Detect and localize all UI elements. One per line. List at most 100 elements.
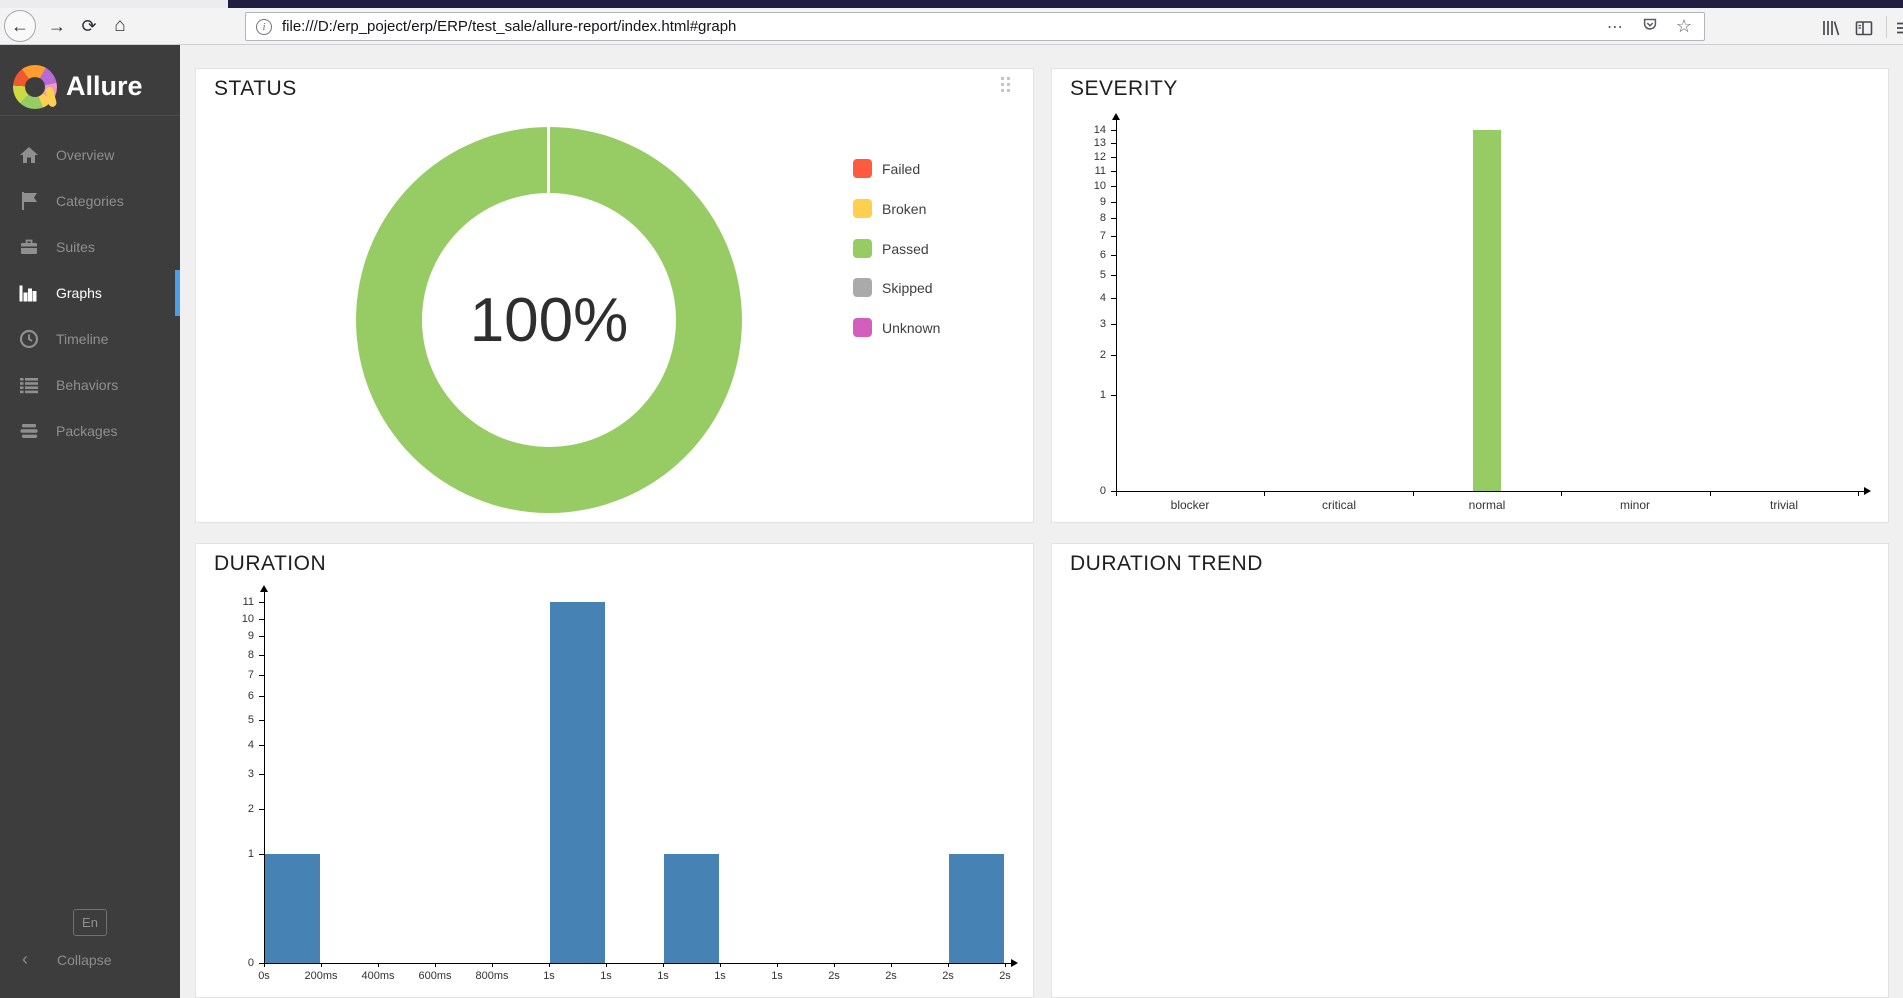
chevron-left-icon: ‹ — [22, 949, 28, 969]
x-tick-label: 800ms — [475, 970, 509, 982]
x-tick-label: 1s — [714, 970, 726, 982]
sidebar-item-graphs[interactable]: Graphs — [0, 270, 180, 316]
y-tickmark — [259, 602, 264, 603]
x-tickmark — [834, 963, 835, 967]
home-icon — [18, 144, 40, 166]
urlbar-actions: ⋯ ☆ — [1607, 15, 1692, 38]
y-tickmark — [259, 774, 264, 775]
pocket-icon[interactable] — [1641, 15, 1659, 38]
window-titlebar-dark — [228, 0, 1903, 8]
legend-swatch — [853, 239, 872, 258]
x-tick-label: 1s — [600, 970, 612, 982]
x-tick-label: blocker — [1170, 498, 1210, 512]
y-tickmark — [259, 809, 264, 810]
y-tick-label: 6 — [247, 690, 254, 702]
x-tickmark — [435, 963, 436, 967]
sidebar-nav: Overview Categories Suites Graphs Timeli… — [0, 132, 180, 454]
legend-item-passed[interactable]: Passed — [853, 239, 1023, 259]
duration-title: DURATION — [214, 552, 327, 575]
y-tick-label: 8 — [1099, 212, 1106, 224]
sidebar-item-suites[interactable]: Suites — [0, 224, 180, 270]
duration-bar-0s[interactable] — [265, 854, 320, 963]
y-tick-label: 12 — [1093, 151, 1106, 163]
y-tick-label: 1 — [1099, 389, 1106, 401]
duration-bar-1s[interactable] — [550, 602, 605, 963]
donut-segment-gap — [547, 127, 550, 194]
language-button[interactable]: En — [73, 909, 107, 936]
layers-icon — [18, 420, 40, 442]
y-tickmark — [259, 854, 264, 855]
duration-chart: 0 1 2 3 4 5 6 7 8 9 10 11 0s 200ms 400ms 600ms 800ms 1s 1s… — [196, 544, 1033, 997]
sidebar-item-behaviors[interactable]: Behaviors — [0, 362, 180, 408]
x-tickmark — [492, 963, 493, 967]
y-tickmark — [1111, 130, 1116, 131]
toolbar-separator — [1886, 16, 1887, 38]
y-tick-label: 10 — [1093, 180, 1106, 192]
duration-bar-1s[interactable] — [664, 854, 719, 963]
y-axis-arrow — [1112, 113, 1120, 120]
home-button[interactable]: ⌂ — [114, 15, 126, 36]
sidebars-icon[interactable] — [1852, 16, 1876, 40]
menu-hamburger-icon[interactable] — [1892, 16, 1903, 40]
x-tick-label: 1s — [543, 970, 555, 982]
bar-chart-icon — [18, 282, 40, 304]
reload-button[interactable]: ⟳ — [81, 15, 97, 36]
x-axis — [1116, 491, 1864, 492]
donut-hole — [422, 193, 676, 447]
y-tickmark — [1111, 218, 1116, 219]
list-icon — [18, 374, 40, 396]
graphs-page: STATUS 100% Failed Broken Passed Skipped Unk… — [180, 45, 1903, 998]
status-donut[interactable]: 100% — [356, 127, 742, 513]
sidebar-item-overview[interactable]: Overview — [0, 132, 180, 178]
x-tick-label: 400ms — [361, 970, 395, 982]
library-icon[interactable] — [1818, 16, 1842, 40]
y-tickmark — [259, 636, 264, 637]
y-tick-label: 13 — [1093, 137, 1106, 149]
severity-widget: SEVERITY 0 1 2 3 4 5 6 7 8 9 10 11 12 13 14 blocker crit… — [1051, 68, 1889, 523]
x-tickmark — [1561, 491, 1562, 496]
allure-logo[interactable]: Allure — [0, 63, 180, 111]
y-tick-label: 3 — [247, 768, 254, 780]
x-tick-label: critical — [1321, 498, 1356, 512]
legend-item-skipped[interactable]: Skipped — [853, 278, 1023, 298]
sidebar-item-categories[interactable]: Categories — [0, 178, 180, 224]
duration-bar-2s[interactable] — [949, 854, 1004, 963]
legend-item-broken[interactable]: Broken — [853, 199, 1023, 219]
legend-swatch — [853, 159, 872, 178]
drag-handle-icon[interactable] — [1001, 77, 1010, 92]
x-tick-label: trivial — [1769, 498, 1798, 512]
legend-item-failed[interactable]: Failed — [853, 159, 1023, 179]
severity-bar-normal[interactable] — [1473, 130, 1501, 491]
back-button[interactable]: ← — [4, 10, 36, 42]
legend-label: Broken — [882, 201, 927, 217]
legend-swatch — [853, 278, 872, 297]
y-tick-label: 2 — [1099, 349, 1106, 361]
x-tick-label: 2s — [828, 970, 840, 982]
duration-trend-chart — [1052, 544, 1888, 997]
x-tickmark — [549, 963, 550, 967]
page-info-icon[interactable]: i — [256, 18, 272, 35]
y-tickmark — [1111, 157, 1116, 158]
x-axis — [264, 963, 1011, 964]
legend-label: Skipped — [882, 280, 933, 296]
active-item-indicator — [175, 270, 180, 316]
collapse-button[interactable]: ‹ Collapse — [22, 949, 112, 969]
legend-swatch — [853, 318, 872, 337]
page-actions-icon[interactable]: ⋯ — [1606, 18, 1624, 36]
url-text[interactable]: file:///D:/erp_poject/erp/ERP/test_sale/… — [282, 18, 737, 35]
legend-swatch — [853, 199, 872, 218]
x-tickmark — [1858, 491, 1859, 496]
y-tick-label: 0 — [1099, 485, 1106, 497]
legend-item-unknown[interactable]: Unknown — [853, 318, 1023, 338]
y-axis — [264, 592, 265, 963]
url-bar[interactable]: i file:///D:/erp_poject/erp/ERP/test_sal… — [245, 12, 1705, 41]
y-tick-label: 2 — [247, 803, 254, 815]
bookmark-star-icon[interactable]: ☆ — [1675, 16, 1692, 36]
sidebar-item-timeline[interactable]: Timeline — [0, 316, 180, 362]
sidebar-item-packages[interactable]: Packages — [0, 408, 180, 454]
flag-icon — [18, 190, 40, 212]
forward-button[interactable]: → — [48, 15, 66, 36]
window-titlebar — [0, 0, 1903, 8]
x-tick-label: 600ms — [418, 970, 452, 982]
y-tick-label: 7 — [1099, 230, 1106, 242]
